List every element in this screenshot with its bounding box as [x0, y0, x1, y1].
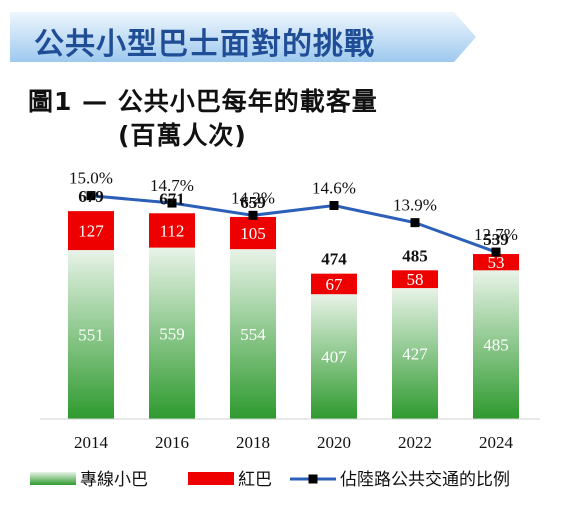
- bar-label-green: 427: [402, 345, 428, 364]
- share-marker: [491, 247, 501, 257]
- banner-title: 公共小型巴士面對的挑戰: [34, 27, 375, 62]
- x-tick-label: 2020: [317, 433, 351, 452]
- bar-label-red: 67: [326, 275, 344, 294]
- bar-total-label: 659: [240, 193, 266, 212]
- bar-segment-red: [68, 211, 114, 251]
- x-tick-label: 2016: [155, 433, 189, 452]
- bar-segment-green: [68, 250, 114, 419]
- bar-label-green: 551: [78, 326, 104, 345]
- figure-subtitle: (百萬人次): [118, 121, 247, 150]
- legend-label-red: 紅巴: [238, 470, 272, 490]
- bar-segment-red: [473, 254, 519, 271]
- legend-label-line: 佔陸路公共交通的比例: [340, 470, 510, 490]
- bar-label-green: 554: [240, 325, 266, 344]
- bar-label-red: 105: [240, 224, 266, 243]
- share-line-layer: [86, 191, 501, 257]
- x-tick-label: 2022: [398, 433, 432, 452]
- bar-label-red: 112: [160, 221, 185, 240]
- legend-label-green: 專線小巴: [80, 470, 148, 490]
- share-line: [90, 194, 497, 254]
- bar-segment-green: [473, 270, 519, 419]
- share-label: 14.2%: [231, 188, 275, 207]
- share-marker: [167, 198, 177, 208]
- bar-segment-red: [311, 273, 357, 295]
- bar-label-green: 559: [159, 324, 185, 343]
- bars-layer: [68, 211, 519, 419]
- share-marker: [86, 191, 96, 201]
- bar-label-red: 127: [78, 222, 104, 241]
- bar-total-label: 485: [402, 246, 428, 265]
- share-label: 13.9%: [393, 196, 437, 215]
- section-banner: 公共小型巴士面對的挑戰: [8, 10, 480, 64]
- bar-segment-red: [392, 270, 438, 289]
- bar-label-red: 58: [407, 270, 424, 289]
- share-label: 12.7%: [474, 225, 518, 244]
- legend-swatch-green: [30, 472, 76, 485]
- bar-total-label: 671: [159, 189, 185, 208]
- bar-segment-green: [149, 247, 195, 419]
- x-tick-label: 2024: [479, 433, 514, 452]
- share-label: 14.7%: [150, 176, 194, 195]
- share-marker: [248, 210, 258, 220]
- x-tick-label: 2014: [74, 433, 109, 452]
- bar-segment-red: [149, 213, 195, 248]
- bar-total-label: 539: [483, 230, 509, 249]
- legend: 專線小巴 紅巴 佔陸路公共交通的比例: [30, 470, 510, 490]
- x-tick-label: 2018: [236, 433, 270, 452]
- bar-label-green: 407: [321, 348, 347, 367]
- bar-label-red: 53: [488, 253, 505, 272]
- share-label: 15.0%: [69, 169, 113, 188]
- share-marker: [410, 218, 420, 228]
- share-marker: [329, 201, 339, 210]
- share-label: 14.6%: [312, 179, 356, 198]
- bar-total-label: 474: [321, 250, 347, 269]
- bar-total-label: 679: [78, 187, 104, 206]
- bar-segment-green: [392, 288, 438, 419]
- legend-swatch-red: [188, 472, 234, 485]
- bar-segment-red: [230, 216, 276, 250]
- bar-label-green: 485: [483, 336, 509, 355]
- legend-swatch-marker: [308, 474, 318, 484]
- figure-title: 圖1 — 公共小巴每年的載客量: [28, 87, 378, 116]
- labels-layer: 551 127 679 2014 559 112 671 2016 554 105 659 2018 4…: [69, 169, 518, 452]
- bar-segment-green: [311, 294, 357, 419]
- banner-arrow-shape: [10, 12, 476, 62]
- bar-segment-green: [230, 249, 276, 419]
